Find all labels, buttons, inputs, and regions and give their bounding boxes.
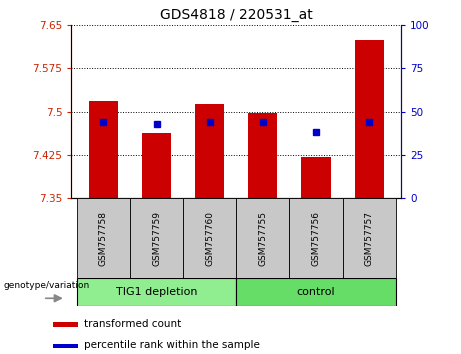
Bar [77, 279, 236, 306]
Bar [142, 133, 171, 198]
Bar [301, 156, 331, 198]
Text: GSM757755: GSM757755 [258, 211, 267, 266]
Text: GSM757756: GSM757756 [312, 211, 320, 266]
Bar [343, 198, 396, 278]
Bar [248, 113, 278, 198]
Bar [236, 198, 290, 278]
Bar [355, 40, 384, 198]
Bar [53, 322, 78, 327]
Title: GDS4818 / 220531_at: GDS4818 / 220531_at [160, 8, 313, 22]
Bar [195, 104, 225, 198]
Text: GSM757760: GSM757760 [205, 211, 214, 266]
Bar [130, 198, 183, 278]
Text: genotype/variation: genotype/variation [4, 281, 90, 290]
Text: TIG1 depletion: TIG1 depletion [116, 287, 197, 297]
Text: transformed count: transformed count [84, 319, 182, 329]
Text: percentile rank within the sample: percentile rank within the sample [84, 340, 260, 350]
Text: GSM757758: GSM757758 [99, 211, 108, 266]
Bar [236, 279, 396, 306]
Text: GSM757757: GSM757757 [365, 211, 374, 266]
Text: GSM757759: GSM757759 [152, 211, 161, 266]
Bar [183, 198, 236, 278]
Text: control: control [297, 287, 335, 297]
Bar [77, 198, 130, 278]
Bar [89, 101, 118, 198]
Bar [290, 198, 343, 278]
Bar [53, 343, 78, 348]
